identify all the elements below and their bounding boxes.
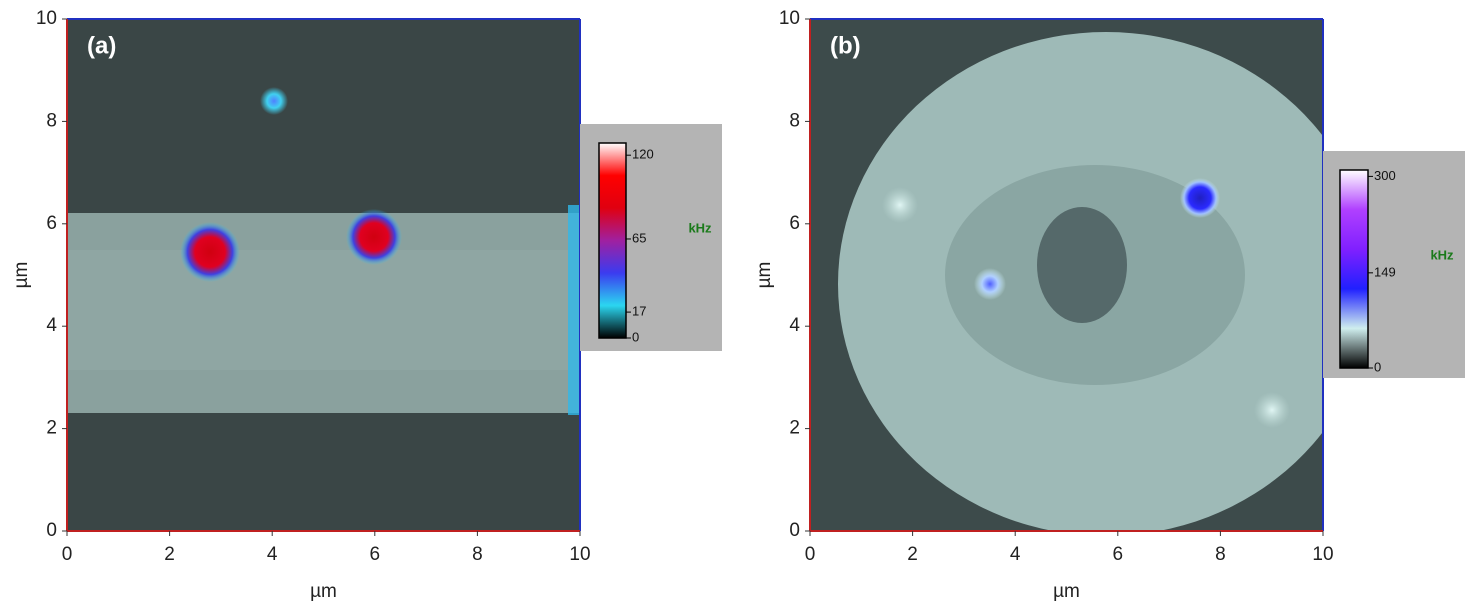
x-tick-label: 2 [907, 544, 918, 565]
x-tick-label: 10 [569, 544, 590, 565]
frames [66, 18, 1324, 532]
panel-label: (a) [87, 32, 116, 59]
y-tick-label: 2 [46, 418, 57, 439]
x-tick-label: 0 [62, 544, 73, 565]
colorbar-label: kHz [688, 220, 712, 235]
y-tick-label: 10 [779, 8, 800, 29]
y-tick-label: 4 [789, 315, 800, 336]
x-tick-label: 2 [164, 544, 175, 565]
x-tick-label: 8 [1215, 544, 1226, 565]
y-tick-label: 2 [789, 418, 800, 439]
y-tick-label: 8 [46, 110, 57, 131]
y-tick-label: 4 [46, 315, 57, 336]
colorbar-tick-label: 17 [632, 304, 646, 319]
x-tick-label: 10 [1312, 544, 1333, 565]
y-tick-label: 0 [46, 520, 57, 541]
colorbar [1339, 169, 1369, 369]
x-tick-label: 8 [472, 544, 483, 565]
x-tick-label: 4 [267, 544, 278, 565]
y-tick-label: 10 [36, 8, 57, 29]
colorbar-tick-label: 0 [632, 329, 639, 344]
x-axis-label: µm [310, 581, 337, 602]
x-tick-label: 6 [1113, 544, 1124, 565]
y-tick-label: 6 [789, 213, 800, 234]
image-a [67, 19, 580, 531]
y-tick-label: 6 [46, 213, 57, 234]
colorbar [598, 142, 627, 339]
x-tick-label: 0 [805, 544, 816, 565]
y-tick-label: 0 [789, 520, 800, 541]
colorbar-tick-label: 300 [1374, 168, 1396, 183]
image-b [810, 19, 1323, 531]
colorbar-tick-label: 65 [632, 230, 646, 245]
panel-label: (b) [830, 32, 861, 59]
y-tick-label: 8 [789, 110, 800, 131]
y-axis-label: µm [11, 262, 32, 289]
colorbar-tick-label: 0 [1374, 359, 1381, 374]
colorbar-tick-label: 149 [1374, 264, 1396, 279]
colorbar-tick-label: 120 [632, 147, 654, 162]
y-axis-label: µm [754, 262, 775, 289]
x-tick-label: 4 [1010, 544, 1021, 565]
x-tick-label: 6 [370, 544, 381, 565]
x-axis-label: µm [1053, 581, 1080, 602]
colorbar-label: kHz [1430, 247, 1454, 262]
